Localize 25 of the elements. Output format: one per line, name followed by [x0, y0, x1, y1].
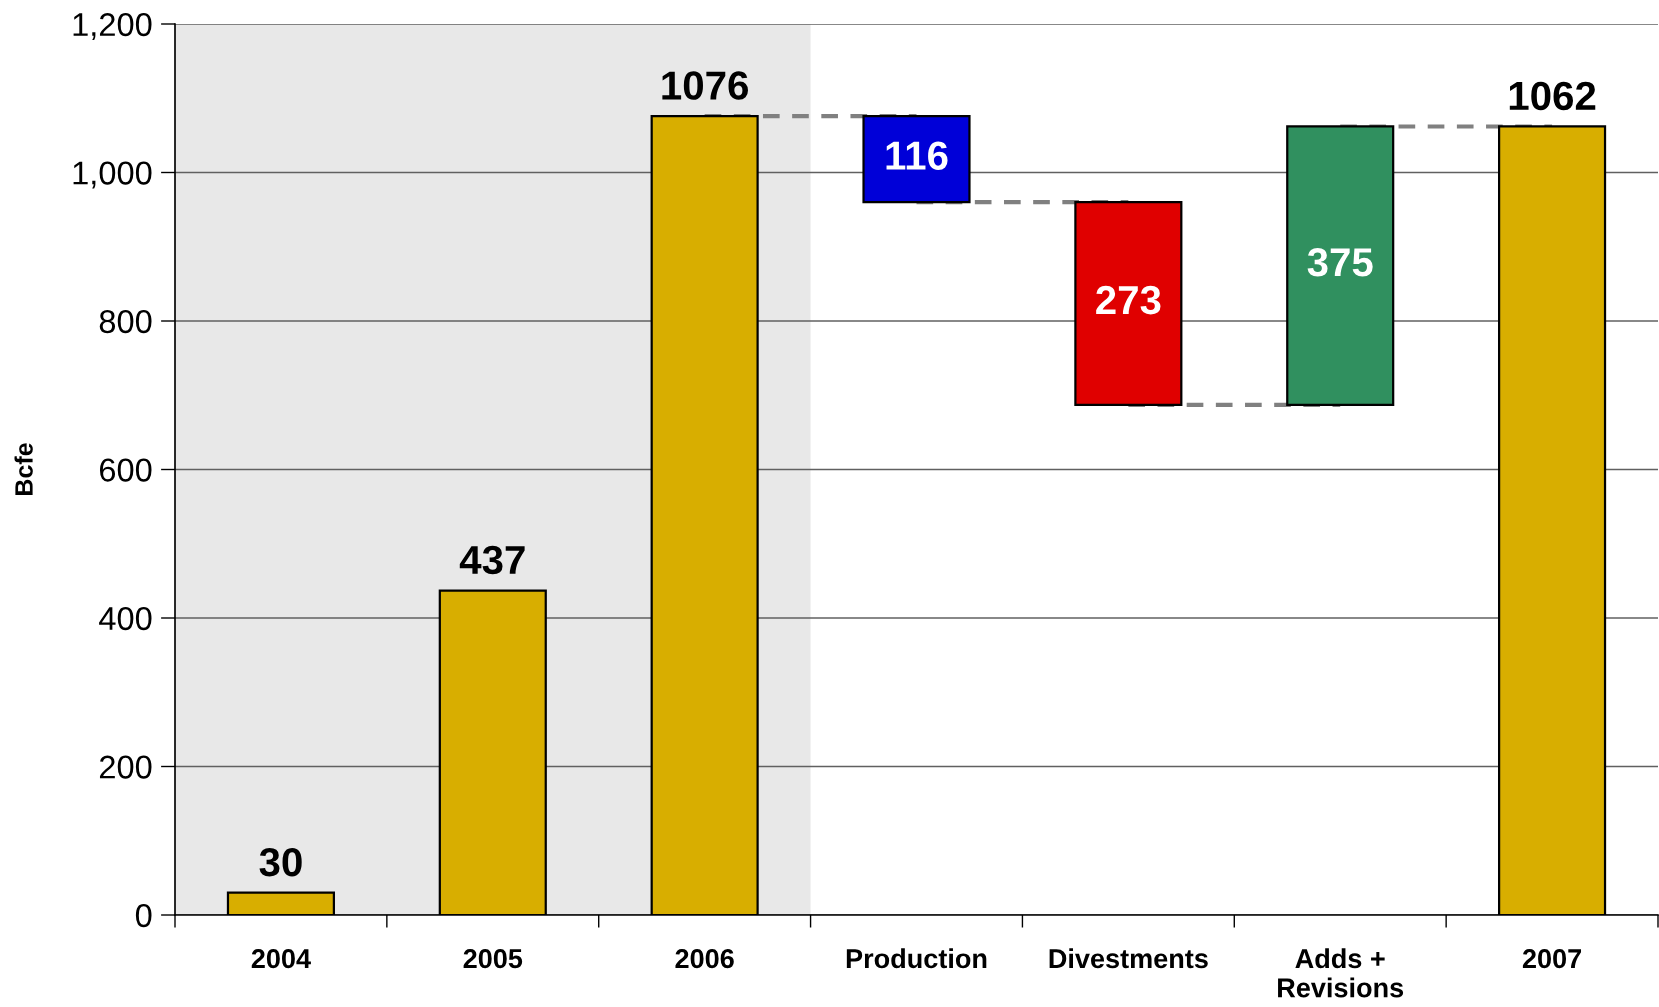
y-tick-label: 1,000 — [73, 161, 152, 189]
x-tick-label: 2005 — [463, 949, 523, 969]
data-label: 437 — [459, 545, 525, 575]
data-label: 273 — [1096, 285, 1161, 315]
data-label: 375 — [1307, 247, 1373, 277]
bar — [1286, 125, 1395, 407]
data-label: 30 — [259, 847, 302, 877]
data-label: 116 — [886, 141, 948, 170]
y-tick-label: 200 — [99, 755, 152, 779]
x-tick-label: Production — [846, 948, 987, 969]
y-tick-label: 400 — [99, 607, 152, 631]
x-tick-label: 2004 — [251, 949, 311, 969]
y-tick-label: 0 — [135, 904, 152, 928]
y-tick-label: 800 — [99, 310, 152, 334]
y-axis-title: Bcfe — [14, 443, 33, 495]
x-tick-label: 2007 — [1522, 949, 1582, 969]
bar — [862, 114, 971, 204]
bar — [1074, 201, 1183, 407]
y-tick-label: 600 — [99, 458, 152, 482]
x-tick-label: 2006 — [675, 949, 734, 969]
data-label: 1062 — [1509, 81, 1596, 111]
x-tick-label: Adds + Revisions — [1278, 948, 1404, 998]
data-label: 1076 — [662, 71, 748, 100]
x-tick-label: Divestments — [1049, 948, 1208, 969]
y-tick-label: 1,200 — [73, 13, 152, 40]
